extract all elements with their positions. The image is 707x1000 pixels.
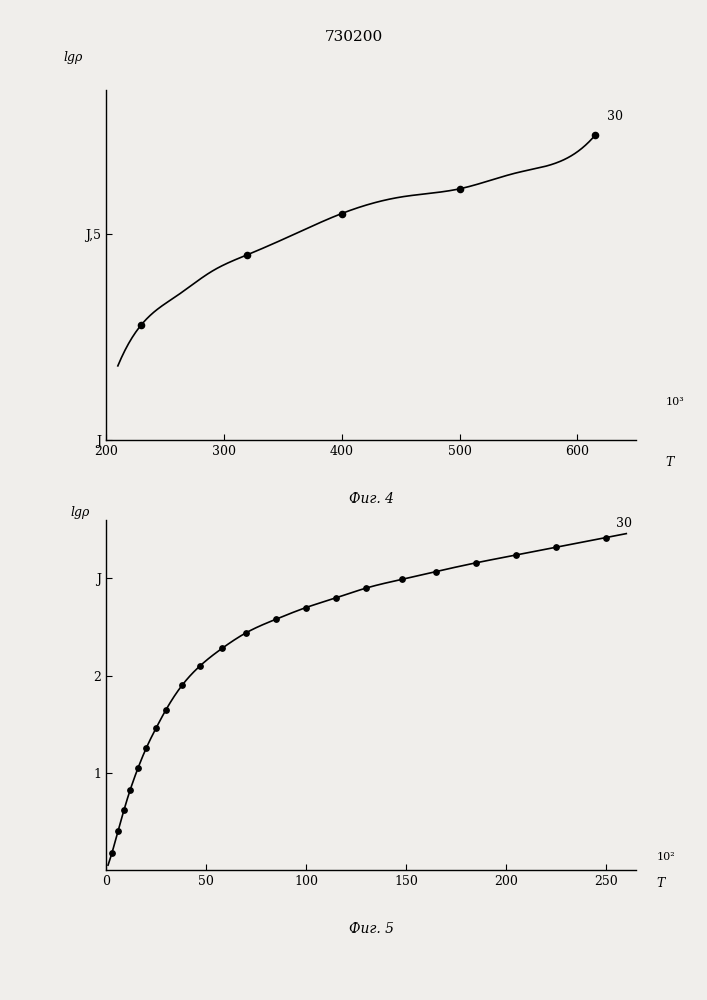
- Point: [590, 127, 601, 143]
- Point: [330, 590, 341, 606]
- Point: [136, 317, 147, 333]
- Point: [132, 760, 144, 776]
- Point: [397, 571, 408, 587]
- Point: [194, 658, 206, 674]
- Point: [112, 823, 124, 839]
- Text: 10³: 10³: [666, 397, 684, 407]
- Text: 30: 30: [607, 110, 623, 123]
- Text: Фиг. 5: Фиг. 5: [349, 922, 394, 936]
- Point: [601, 530, 612, 546]
- Text: lgρ: lgρ: [63, 51, 83, 64]
- Point: [510, 547, 522, 563]
- Point: [361, 580, 372, 596]
- Text: 730200: 730200: [325, 30, 382, 44]
- Text: 30: 30: [617, 517, 632, 530]
- Point: [216, 640, 228, 656]
- Point: [300, 599, 312, 615]
- Point: [454, 181, 465, 197]
- Point: [106, 844, 117, 860]
- Text: T: T: [656, 877, 665, 890]
- Point: [431, 564, 442, 580]
- Point: [471, 555, 482, 571]
- Point: [118, 802, 129, 818]
- Point: [240, 625, 252, 641]
- Point: [141, 740, 152, 756]
- Point: [336, 206, 347, 222]
- Text: Фиг. 4: Фиг. 4: [349, 492, 394, 506]
- Point: [551, 539, 562, 555]
- Point: [242, 247, 253, 263]
- Point: [151, 720, 162, 736]
- Point: [177, 677, 188, 693]
- Point: [160, 702, 172, 718]
- Text: lgρ: lgρ: [71, 506, 90, 519]
- Text: 10²: 10²: [656, 852, 675, 862]
- Point: [124, 782, 136, 798]
- Text: T: T: [666, 456, 674, 469]
- Point: [271, 611, 282, 627]
